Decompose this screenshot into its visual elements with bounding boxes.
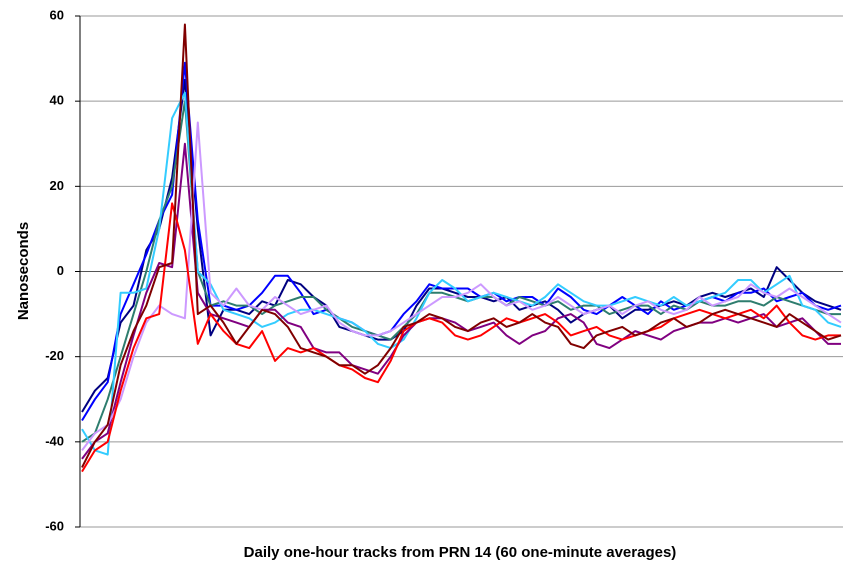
y-tick-label: -40 [45, 433, 64, 448]
y-axis-label: Nanoseconds [15, 222, 32, 320]
y-tick-label: 0 [57, 263, 64, 278]
series-line [81, 61, 842, 422]
y-tick-label: -60 [45, 518, 64, 533]
y-tick-label: -20 [45, 348, 64, 363]
y-tick-label: 60 [50, 7, 64, 22]
y-tick-label: 40 [50, 93, 64, 108]
series-line [81, 202, 841, 473]
series-line [81, 121, 842, 452]
series-line [81, 142, 841, 460]
series-line [81, 23, 842, 468]
x-axis-label: Daily one-hour tracks from PRN 14 (60 on… [244, 544, 677, 561]
y-tick-label: 20 [50, 178, 64, 193]
